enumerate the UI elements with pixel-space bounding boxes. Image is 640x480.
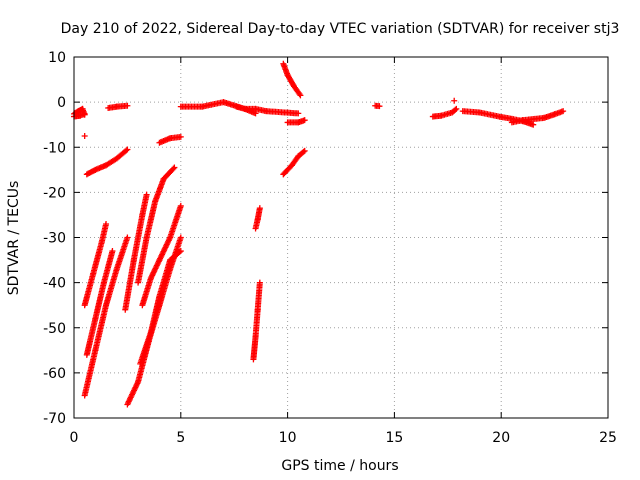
data-point: [81, 132, 88, 139]
data-point: [177, 202, 184, 209]
data-point: [295, 110, 302, 117]
x-tick-label: 25: [599, 430, 617, 446]
data-point: [171, 164, 178, 171]
x-tick-label: 10: [279, 430, 297, 446]
data-points: [71, 60, 567, 408]
x-tick-label: 5: [176, 430, 185, 446]
data-point: [170, 165, 177, 172]
y-tick-label: -70: [43, 411, 66, 427]
data-point: [560, 108, 567, 115]
data-point: [124, 146, 131, 153]
axis-ticks: 0 5 10 15 20 25 -70 -60 -50 -40 -30 -20 -10 0 10: [43, 50, 617, 446]
y-axis-label: SDTVAR / TECUs: [6, 181, 22, 296]
data-point: [109, 248, 116, 255]
x-tick-label: 15: [385, 430, 403, 446]
data-point: [124, 234, 131, 241]
x-tick-label: 0: [70, 430, 79, 446]
data-point: [177, 133, 184, 140]
data-point: [301, 117, 308, 124]
y-tick-label: -30: [43, 231, 66, 247]
data-point: [177, 234, 184, 241]
data-point: [452, 106, 459, 113]
data-point: [376, 103, 383, 110]
data-point: [103, 220, 110, 227]
data-point: [256, 205, 263, 212]
grid: [74, 57, 608, 418]
data-point: [177, 248, 184, 255]
data-point: [300, 148, 307, 155]
y-tick-label: -60: [43, 366, 66, 382]
data-point: [143, 191, 150, 198]
y-tick-label: -40: [43, 276, 66, 292]
x-axis-label: GPS time / hours: [281, 458, 398, 474]
x-tick-label: 20: [492, 430, 510, 446]
y-tick-label: -50: [43, 321, 66, 337]
data-point: [123, 147, 130, 154]
data-point: [453, 105, 460, 112]
y-tick-label: 10: [48, 50, 66, 66]
data-point: [451, 97, 458, 104]
data-point: [296, 91, 303, 98]
y-tick-label: -20: [43, 185, 66, 201]
chart-title: Day 210 of 2022, Sidereal Day-to-day VTE…: [61, 21, 620, 37]
data-point: [176, 249, 183, 256]
data-point: [530, 121, 537, 128]
data-point: [301, 147, 308, 154]
data-point: [297, 92, 304, 99]
data-point: [256, 279, 263, 286]
y-tick-label: 0: [57, 95, 66, 111]
data-point: [124, 102, 131, 109]
y-tick-label: -10: [43, 140, 66, 156]
data-point: [81, 110, 88, 117]
